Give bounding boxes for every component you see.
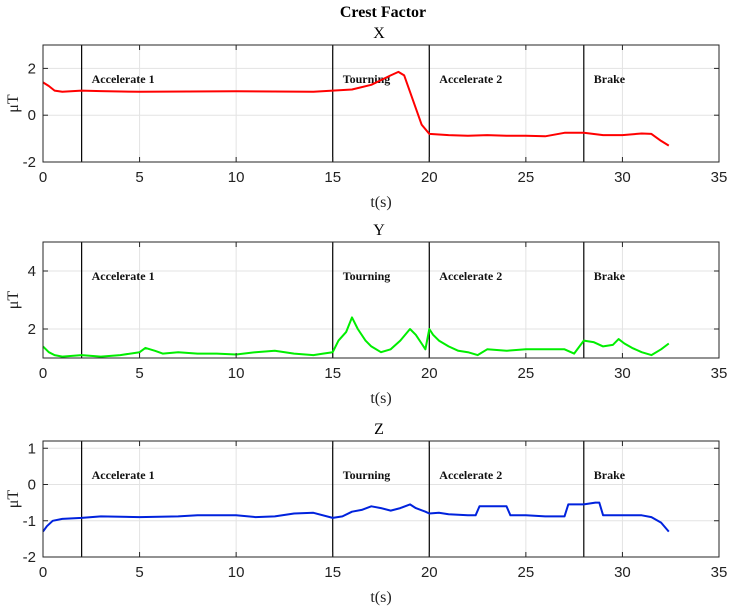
y-tick-label: 2 [28,60,36,77]
series-line [42,501,670,533]
x-tick-label: 10 [228,365,245,382]
subplots: Accelerate 1 Tourning Accelerate 2 Brake 0 5 1… [5,25,727,606]
x-tick-label: 20 [421,169,438,186]
x-tick-label: 0 [39,169,47,186]
event-annotation: Tourning [343,72,391,86]
x-tick-label: 35 [711,169,728,186]
event-annotation: Accelerate 1 [92,72,155,86]
y-tick-label: 4 [28,263,36,280]
series-line [42,316,670,358]
x-tick-label: 0 [39,564,47,581]
y-tick-label: -2 [23,154,36,171]
axes-frame [42,440,720,558]
x-tick-label: 30 [614,564,631,581]
x-axis-label: t(s) [370,194,391,211]
subplot-z: Accelerate 1 Tourning Accelerate 2 Brake 0 5 1… [5,421,727,606]
y-axis-label: μT [5,490,22,509]
subplot-x: Accelerate 1 Tourning Accelerate 2 Brake 0 5 1… [5,25,727,211]
figure-title: Crest Factor [340,4,426,21]
y-tick-label: 0 [28,107,36,124]
x-tick-label: 5 [135,564,143,581]
subplot-title: Y [373,222,385,239]
x-tick-label: 15 [324,564,341,581]
event-annotation: Tourning [343,269,391,283]
x-axis-label: t(s) [370,589,391,606]
x-tick-label: 20 [421,564,438,581]
x-tick-label: 0 [39,365,47,382]
event-annotation: Accelerate 1 [92,269,155,283]
x-axis-label: t(s) [370,390,391,407]
y-axis-label: μT [5,291,22,310]
x-tick-label: 35 [711,564,728,581]
axes-frame [42,241,720,359]
y-tick-label: 2 [28,321,36,338]
event-annotation: Accelerate 2 [439,269,502,283]
event-annotation: Accelerate 2 [439,72,502,86]
series-line [42,70,670,147]
x-tick-label: 5 [135,169,143,186]
subplot-title: Z [374,421,384,438]
x-tick-label: 10 [228,564,245,581]
event-annotation: Brake [594,72,626,86]
x-tick-label: 20 [421,365,438,382]
x-tick-label: 25 [518,564,535,581]
event-annotation: Accelerate 1 [92,468,155,482]
subplot-y: Accelerate 1 Tourning Accelerate 2 Brake 0 5 1… [5,222,727,407]
x-tick-label: 5 [135,365,143,382]
y-tick-label: 1 [28,440,36,457]
event-annotation: Brake [594,269,626,283]
y-tick-label: -1 [23,513,36,530]
event-annotation: Accelerate 2 [439,468,502,482]
x-tick-label: 30 [614,169,631,186]
subplot-title: X [373,25,385,42]
x-tick-label: 25 [518,169,535,186]
y-axis-label: μT [5,94,22,113]
x-tick-label: 15 [324,169,341,186]
event-annotation: Brake [594,468,626,482]
axes-frame [42,44,720,163]
x-tick-label: 25 [518,365,535,382]
x-tick-label: 15 [324,365,341,382]
event-annotation: Tourning [343,468,391,482]
y-tick-label: 0 [28,477,36,494]
x-tick-label: 35 [711,365,728,382]
x-tick-label: 10 [228,169,245,186]
y-tick-label: -2 [23,549,36,566]
x-tick-label: 30 [614,365,631,382]
